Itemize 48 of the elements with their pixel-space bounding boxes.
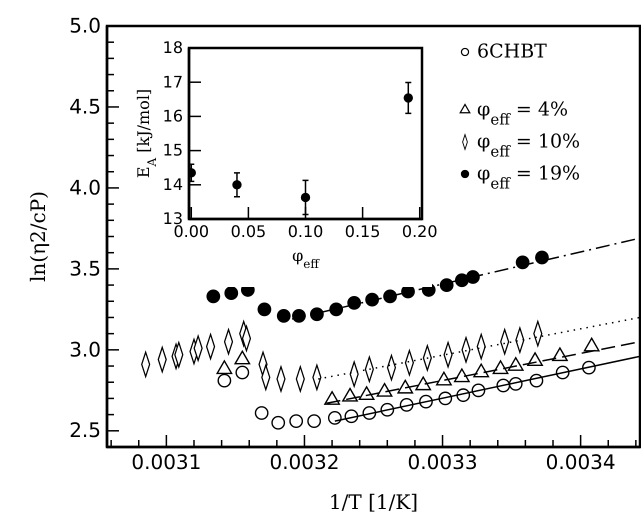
x-tick-label: 0.0033 (408, 450, 478, 474)
point (300, 192, 310, 202)
point (258, 302, 272, 316)
y-tick-label: 14 (162, 174, 183, 194)
x-tick-label: 0.10 (288, 222, 324, 242)
point (224, 286, 238, 300)
y-tick-label: 3.0 (69, 337, 101, 362)
legend-label: φ$_{eff}$ = 10% (477, 130, 580, 161)
y-axis-title: ln(η2/cP) (26, 191, 50, 282)
x-tick-label: 0.15 (344, 222, 380, 242)
point (466, 270, 480, 284)
y-tick-label: 18 (162, 38, 183, 58)
point (347, 296, 362, 310)
legend-label: φ$_{eff}$ = 19% (477, 162, 580, 193)
point (329, 302, 344, 316)
point (440, 278, 454, 292)
legend-label: φ$_{eff}$ = 4% (477, 98, 568, 129)
x-tick-label: 0.0031 (131, 450, 202, 474)
y-tick-label: 4.0 (69, 175, 101, 200)
point (535, 250, 549, 264)
point (217, 374, 232, 388)
legend-label: 6CHBT (477, 40, 548, 63)
point (271, 416, 286, 430)
y-tick-label: 4.5 (69, 94, 101, 118)
x-tick-label: 0.05 (230, 222, 266, 242)
point (289, 414, 304, 428)
point (307, 414, 322, 428)
x-tick-label: 0.20 (402, 222, 438, 242)
point (516, 256, 530, 270)
point (276, 308, 291, 323)
point (310, 307, 324, 322)
point (254, 406, 269, 420)
x-axis-title: φ$_{eff}$ (292, 246, 320, 271)
x-tick-label: 0.0034 (546, 450, 616, 474)
point (232, 180, 242, 190)
point (235, 366, 250, 380)
x-axis-title: 1/T [1/K] (328, 490, 418, 514)
y-tick-label: 16 (162, 106, 183, 126)
y-tick-label: 15 (162, 140, 183, 160)
point (383, 290, 397, 304)
point (206, 290, 220, 304)
y-tick-label: 5.0 (69, 13, 101, 38)
y-tick-label: 17 (162, 72, 183, 92)
y-tick-label: 3.5 (69, 256, 101, 280)
y-tick-label: 2.5 (69, 418, 101, 442)
point (328, 410, 342, 425)
point (404, 93, 413, 103)
x-tick-label: 0.0032 (269, 450, 340, 474)
